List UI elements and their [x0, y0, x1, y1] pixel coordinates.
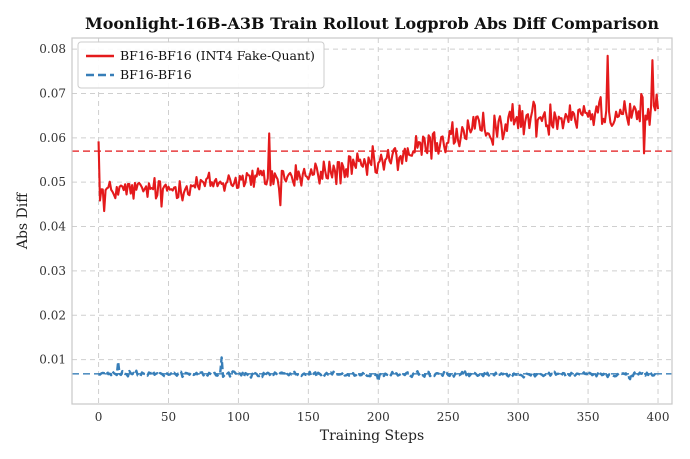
y-tick-label: 0.04 [39, 220, 66, 234]
series-line-1 [97, 54, 660, 213]
x-tick-label: 400 [647, 410, 670, 424]
y-tick-label: 0.01 [39, 353, 66, 367]
x-tick-label: 50 [161, 410, 176, 424]
chart-title: Moonlight-16B-A3B Train Rollout Logprob … [85, 14, 659, 33]
legend: BF16-BF16 (INT4 Fake-Quant) BF16-BF16 [77, 41, 325, 89]
y-tick-label: 0.08 [39, 42, 66, 56]
series-line-2 [98, 356, 659, 383]
x-tick-label: 150 [297, 410, 320, 424]
x-tick-label: 200 [367, 410, 390, 424]
legend-label-series-2: BF16-BF16 [120, 67, 192, 82]
y-tick-label: 0.02 [39, 308, 66, 322]
x-tick-label: 300 [507, 410, 530, 424]
y-tick-label: 0.06 [39, 131, 66, 145]
x-tick-label: 350 [577, 410, 600, 424]
x-tick-label: 0 [95, 410, 103, 424]
grid [72, 38, 672, 404]
y-tick-label: 0.05 [39, 175, 66, 189]
legend-box [77, 41, 325, 89]
y-tick-label: 0.03 [39, 264, 66, 278]
tick-labels: 0 50 100 150 200 250 300 350 400 0.01 0.02 0.03 0.04… [39, 42, 669, 424]
mean-lines [72, 150, 672, 375]
plot-frame [71, 37, 673, 405]
x-axis-label: Training Steps [320, 428, 424, 444]
x-tick-label: 100 [227, 410, 250, 424]
y-tick-label: 0.07 [39, 86, 66, 100]
x-tick-label: 250 [437, 410, 460, 424]
series-lines [97, 54, 660, 383]
legend-label-series-1: BF16-BF16 (INT4 Fake-Quant) [120, 48, 315, 63]
y-axis-label: Abs Diff [15, 192, 31, 250]
